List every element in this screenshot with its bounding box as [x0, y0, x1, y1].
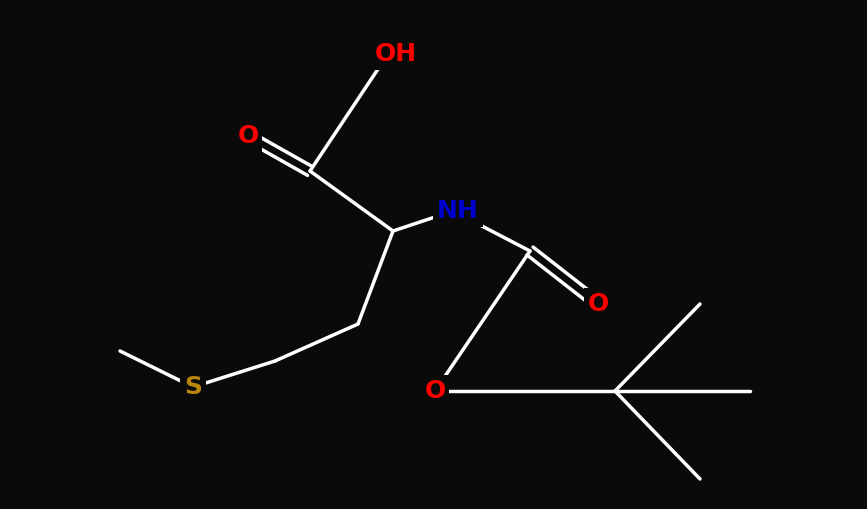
- Text: O: O: [587, 292, 609, 316]
- Text: OH: OH: [375, 42, 417, 66]
- Text: NH: NH: [437, 199, 479, 223]
- Text: S: S: [184, 375, 202, 399]
- Text: O: O: [238, 124, 258, 148]
- Text: O: O: [424, 379, 446, 403]
